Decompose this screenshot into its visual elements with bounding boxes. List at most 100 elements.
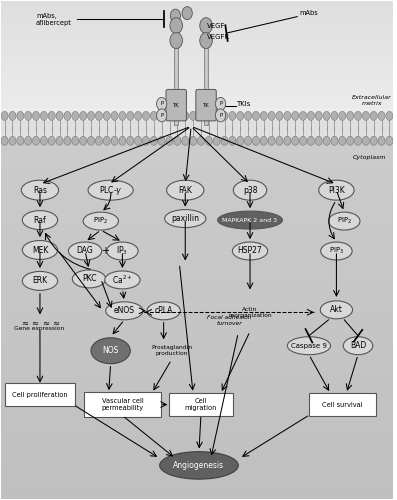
Circle shape bbox=[103, 136, 110, 145]
Circle shape bbox=[80, 112, 87, 120]
Text: P: P bbox=[219, 102, 222, 106]
Circle shape bbox=[189, 112, 197, 120]
Circle shape bbox=[1, 136, 8, 145]
Bar bbox=[1, 34, 393, 37]
Circle shape bbox=[166, 112, 173, 120]
Bar bbox=[1, 480, 393, 487]
Circle shape bbox=[64, 112, 71, 120]
Text: PKC: PKC bbox=[82, 274, 96, 283]
Circle shape bbox=[216, 109, 225, 122]
Bar bbox=[1, 136, 393, 138]
Circle shape bbox=[276, 112, 283, 120]
Bar bbox=[1, 248, 393, 254]
Text: PLC-$\gamma$: PLC-$\gamma$ bbox=[99, 184, 123, 196]
Circle shape bbox=[307, 112, 314, 120]
Circle shape bbox=[95, 136, 102, 145]
Circle shape bbox=[355, 136, 362, 145]
Circle shape bbox=[205, 112, 212, 120]
Bar bbox=[1, 134, 393, 136]
Circle shape bbox=[158, 112, 165, 120]
Circle shape bbox=[260, 112, 267, 120]
Bar bbox=[1, 25, 393, 28]
Circle shape bbox=[197, 112, 204, 120]
Bar bbox=[1, 493, 393, 500]
Circle shape bbox=[213, 136, 220, 145]
Circle shape bbox=[156, 109, 167, 122]
Bar bbox=[1, 242, 393, 248]
Circle shape bbox=[229, 136, 236, 145]
Bar bbox=[1, 71, 393, 74]
Text: Caspase 9: Caspase 9 bbox=[291, 342, 327, 348]
Circle shape bbox=[370, 112, 377, 120]
Text: PIP$_3$: PIP$_3$ bbox=[329, 246, 344, 256]
Circle shape bbox=[135, 136, 142, 145]
Bar bbox=[1, 83, 393, 86]
Circle shape bbox=[103, 112, 110, 120]
Bar bbox=[1, 217, 393, 223]
Text: Vascular cell
permeability: Vascular cell permeability bbox=[101, 398, 143, 411]
Bar bbox=[1, 80, 393, 83]
Text: P: P bbox=[160, 102, 163, 106]
Circle shape bbox=[111, 112, 118, 120]
Text: VEGF: VEGF bbox=[207, 22, 225, 28]
Circle shape bbox=[331, 136, 338, 145]
Bar bbox=[1, 56, 393, 58]
Circle shape bbox=[216, 98, 225, 110]
Bar bbox=[1, 392, 393, 399]
Bar bbox=[1, 114, 393, 116]
Circle shape bbox=[9, 112, 16, 120]
Bar bbox=[1, 148, 393, 154]
Circle shape bbox=[315, 136, 322, 145]
Bar bbox=[1, 386, 393, 392]
Bar bbox=[1, 65, 393, 68]
Bar bbox=[1, 198, 393, 204]
Circle shape bbox=[355, 112, 362, 120]
Bar bbox=[1, 52, 393, 56]
Circle shape bbox=[299, 136, 306, 145]
Bar bbox=[1, 19, 393, 22]
Ellipse shape bbox=[147, 302, 180, 320]
Circle shape bbox=[87, 112, 94, 120]
Text: PIP$_2$: PIP$_2$ bbox=[337, 216, 352, 226]
Text: IP$_3$: IP$_3$ bbox=[116, 244, 128, 257]
Circle shape bbox=[315, 112, 322, 120]
Circle shape bbox=[378, 112, 385, 120]
Bar bbox=[1, 126, 393, 128]
Circle shape bbox=[386, 136, 393, 145]
Ellipse shape bbox=[160, 452, 238, 479]
Bar bbox=[1, 108, 393, 110]
Bar bbox=[1, 430, 393, 436]
Bar bbox=[1, 443, 393, 449]
Circle shape bbox=[150, 136, 157, 145]
Bar bbox=[1, 136, 393, 141]
Text: PIP$_2$: PIP$_2$ bbox=[93, 216, 108, 226]
Bar bbox=[1, 456, 393, 462]
Circle shape bbox=[111, 136, 118, 145]
Text: HSP27: HSP27 bbox=[238, 246, 262, 256]
Bar bbox=[1, 167, 393, 173]
Bar bbox=[1, 267, 393, 274]
Bar bbox=[1, 355, 393, 362]
Text: NOS: NOS bbox=[102, 346, 119, 355]
Bar bbox=[1, 90, 393, 92]
Bar bbox=[1, 324, 393, 330]
Bar bbox=[1, 22, 393, 25]
Circle shape bbox=[25, 136, 32, 145]
FancyBboxPatch shape bbox=[170, 393, 233, 416]
Ellipse shape bbox=[320, 301, 353, 319]
Ellipse shape bbox=[167, 180, 204, 200]
Bar bbox=[1, 28, 393, 31]
Text: BAD: BAD bbox=[350, 341, 366, 350]
Circle shape bbox=[143, 112, 150, 120]
Bar bbox=[1, 40, 393, 43]
Bar bbox=[1, 368, 393, 374]
Circle shape bbox=[33, 112, 40, 120]
Bar bbox=[1, 318, 393, 324]
Circle shape bbox=[197, 136, 204, 145]
Text: Cell
migration: Cell migration bbox=[185, 398, 217, 411]
Text: mAbs: mAbs bbox=[299, 10, 318, 16]
Bar bbox=[1, 38, 393, 40]
Circle shape bbox=[370, 136, 377, 145]
Ellipse shape bbox=[218, 211, 282, 229]
Circle shape bbox=[362, 112, 369, 120]
